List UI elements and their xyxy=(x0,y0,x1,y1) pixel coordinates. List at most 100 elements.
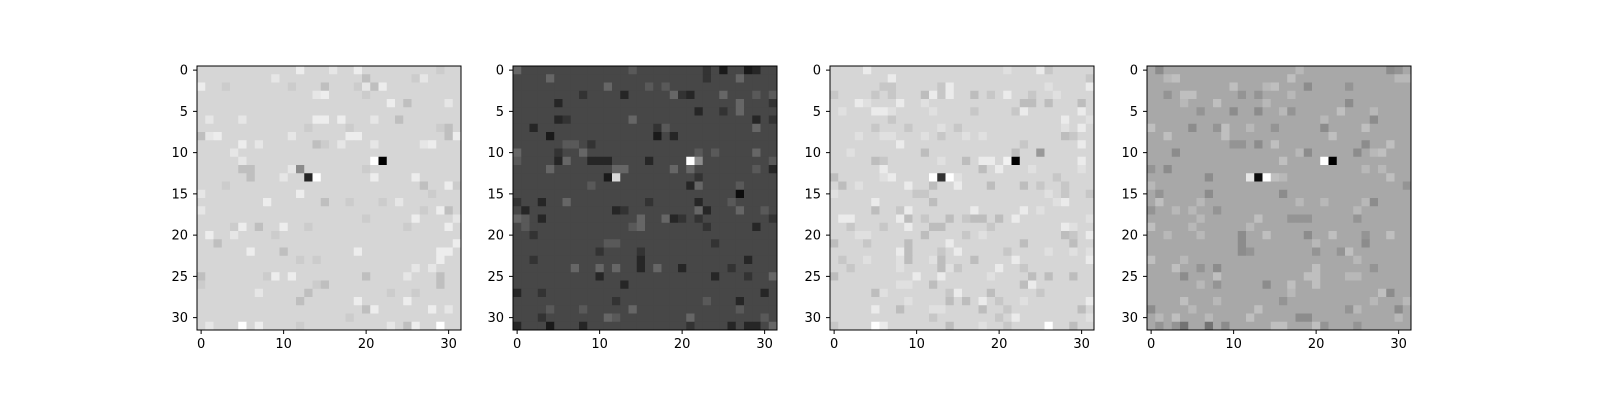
heatmap-cell xyxy=(411,206,421,215)
heatmap-cell xyxy=(1254,305,1263,314)
heatmap-cell xyxy=(1196,321,1206,331)
heatmap-cell xyxy=(1028,313,1037,323)
heatmap-cell xyxy=(362,189,371,199)
heatmap-cell xyxy=(661,148,671,158)
heatmap-cell xyxy=(694,321,704,331)
heatmap-cell xyxy=(686,313,695,323)
heatmap-cell xyxy=(711,181,720,191)
heatmap-cell xyxy=(312,66,322,75)
heatmap-cell xyxy=(1336,99,1346,108)
heatmap-cell xyxy=(727,189,737,199)
heatmap-cell xyxy=(970,132,979,141)
heatmap-cell xyxy=(1287,99,1296,108)
heatmap-cell xyxy=(661,132,671,141)
heatmap-cell xyxy=(1180,173,1189,182)
heatmap-cell xyxy=(1028,198,1037,207)
heatmap-cell xyxy=(1188,222,1197,232)
heatmap-cell xyxy=(937,82,946,92)
heatmap-cell xyxy=(830,214,839,224)
heatmap-cell xyxy=(978,288,988,298)
heatmap-cell xyxy=(1312,206,1321,215)
heatmap-cell xyxy=(694,313,704,323)
heatmap-cell xyxy=(896,156,905,166)
heatmap-cell xyxy=(1394,189,1404,199)
heatmap-cell xyxy=(1044,99,1054,108)
heatmap-cell xyxy=(1328,297,1338,306)
heatmap-cell xyxy=(702,115,712,125)
heatmap-cell xyxy=(1246,239,1255,248)
heatmap-cell xyxy=(1279,264,1288,273)
heatmap-cell xyxy=(735,288,745,298)
heatmap-cell xyxy=(444,313,454,323)
heatmap-cell xyxy=(353,156,363,166)
heatmap-cell xyxy=(1369,247,1379,257)
y-tick-label: 20 xyxy=(487,229,504,244)
heatmap-cell xyxy=(452,214,462,224)
heatmap-cell xyxy=(595,231,605,240)
heatmap-cell xyxy=(953,107,963,116)
heatmap-cell xyxy=(636,297,646,306)
heatmap-cell xyxy=(678,148,687,158)
heatmap-cell xyxy=(428,165,437,174)
heatmap-cell xyxy=(603,231,613,240)
heatmap-cell xyxy=(353,280,363,290)
heatmap-cell xyxy=(995,297,1004,306)
heatmap-cell xyxy=(1213,165,1222,174)
x-tick-label: 30 xyxy=(1390,337,1407,352)
heatmap-cell xyxy=(378,82,388,92)
heatmap-cell xyxy=(1061,123,1070,133)
heatmap-cell xyxy=(254,214,264,224)
heatmap-cell xyxy=(760,264,770,273)
heatmap-cell xyxy=(1221,99,1230,108)
heatmap-cell xyxy=(1312,198,1321,207)
heatmap-cell xyxy=(1361,66,1371,75)
heatmap-cell xyxy=(320,264,330,273)
heatmap-cell xyxy=(238,165,247,174)
heatmap-cell xyxy=(1328,255,1338,265)
heatmap-cell xyxy=(711,173,720,182)
heatmap-cell xyxy=(1369,90,1379,100)
heatmap-cell xyxy=(603,189,613,199)
heatmap-cell xyxy=(345,148,355,158)
heatmap-cell xyxy=(620,313,629,323)
heatmap-cell xyxy=(838,247,847,257)
heatmap-cell xyxy=(995,264,1004,273)
heatmap-cell xyxy=(744,74,753,83)
heatmap-cell xyxy=(254,140,264,149)
heatmap-cell xyxy=(978,82,988,92)
heatmap-cell xyxy=(345,156,355,166)
heatmap-cell xyxy=(329,206,338,215)
heatmap-cell xyxy=(1188,90,1197,100)
heatmap-cell xyxy=(1386,288,1395,298)
heatmap-cell xyxy=(744,288,753,298)
heatmap-cell xyxy=(403,132,412,141)
heatmap-cell xyxy=(1312,90,1321,100)
heatmap-cell xyxy=(620,214,629,224)
heatmap-cell xyxy=(854,297,864,306)
heatmap-cell xyxy=(1147,288,1156,298)
heatmap-cell xyxy=(1386,165,1395,174)
heatmap-cell xyxy=(263,90,272,100)
heatmap-cell xyxy=(912,272,922,281)
heatmap-cell xyxy=(863,198,872,207)
heatmap-cell xyxy=(238,74,247,83)
heatmap-cell xyxy=(744,198,753,207)
heatmap-cell xyxy=(953,165,963,174)
heatmap-cell xyxy=(370,107,379,116)
heatmap-cell xyxy=(904,198,913,207)
heatmap-cell xyxy=(254,173,264,182)
heatmap-cell xyxy=(1254,231,1263,240)
heatmap-cell xyxy=(768,272,778,281)
heatmap-cell xyxy=(1262,90,1272,100)
heatmap-cell xyxy=(986,222,996,232)
heatmap-cell xyxy=(986,140,996,149)
heatmap-cell xyxy=(653,239,662,248)
heatmap-cell xyxy=(760,148,770,158)
heatmap-cell xyxy=(1221,231,1230,240)
heatmap-cell xyxy=(213,313,223,323)
heatmap-cell xyxy=(521,107,530,116)
heatmap-cell xyxy=(830,173,839,182)
heatmap-cell xyxy=(735,321,745,331)
heatmap-cell xyxy=(904,189,913,199)
heatmap-cell xyxy=(1378,66,1387,75)
